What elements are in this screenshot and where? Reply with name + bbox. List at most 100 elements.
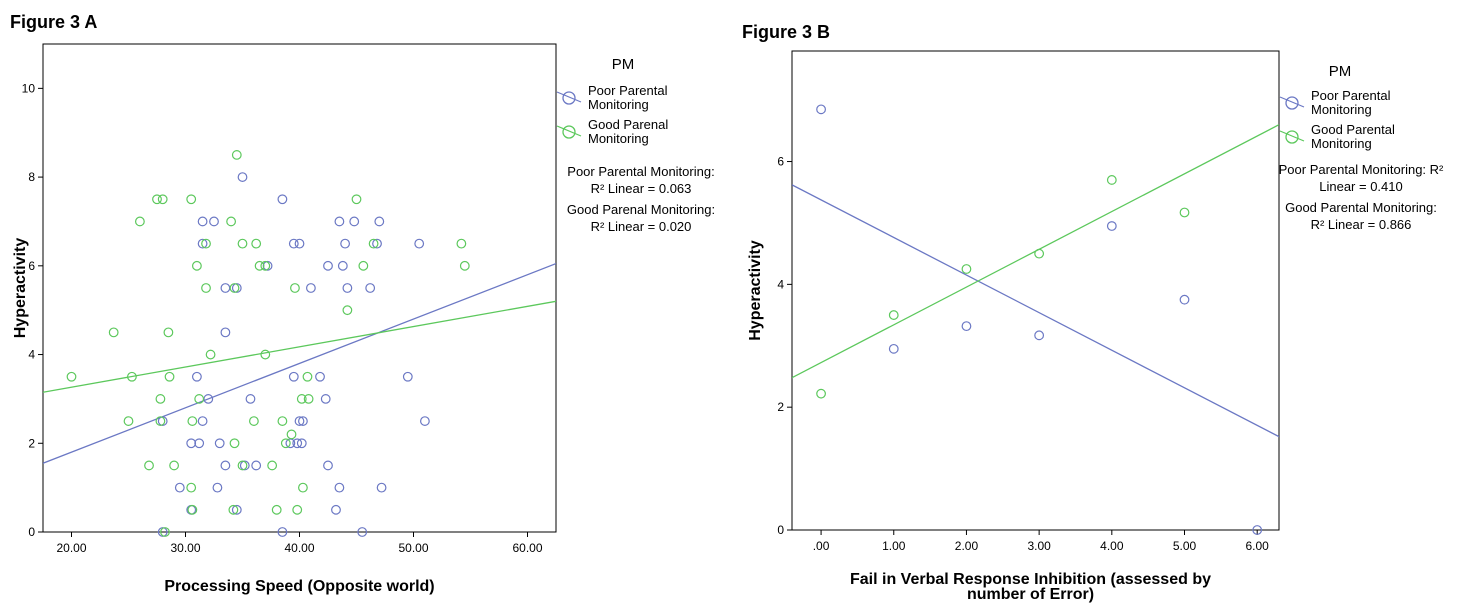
data-point xyxy=(277,527,288,537)
data-point xyxy=(288,371,299,382)
data-point xyxy=(374,216,385,227)
x-tick-label: 5.00 xyxy=(1173,539,1197,553)
x-tick-label: 30.00 xyxy=(170,541,200,555)
data-point xyxy=(194,438,205,449)
data-point xyxy=(144,460,154,471)
data-point xyxy=(254,260,265,271)
data-point xyxy=(205,349,216,360)
data-point xyxy=(296,438,307,449)
r2-note-label: Poor Parental Monitoring: R² xyxy=(1279,162,1444,177)
x-axis-title: Fail in Verbal Response Inhibition (asse… xyxy=(850,571,1211,588)
x-tick-label: 40.00 xyxy=(284,541,314,555)
legend-label: Monitoring xyxy=(588,97,649,112)
data-point xyxy=(290,283,300,293)
data-point xyxy=(334,216,345,227)
r2-note-value: R² Linear = 0.063 xyxy=(591,181,692,196)
data-point xyxy=(191,260,202,271)
legend-label: Monitoring xyxy=(588,131,649,146)
legend-label: Good Parental xyxy=(1311,122,1395,137)
data-point xyxy=(229,283,240,293)
data-point xyxy=(220,327,231,338)
r2-note-value: Linear = 0.410 xyxy=(1319,179,1402,194)
figure-title: Figure 3 B xyxy=(742,22,830,42)
y-tick-label: 8 xyxy=(28,170,35,184)
data-point xyxy=(315,371,325,382)
data-point xyxy=(186,482,197,493)
data-point xyxy=(1179,294,1190,305)
data-point xyxy=(228,504,239,515)
r2-note-label: Good Parenal Monitoring: xyxy=(567,202,715,217)
x-tick-label: 4.00 xyxy=(1100,539,1124,553)
legend-title: PM xyxy=(612,56,635,73)
data-point xyxy=(351,194,362,205)
data-point xyxy=(323,260,333,271)
data-point xyxy=(214,438,225,449)
data-point xyxy=(237,460,248,471)
y-tick-label: 2 xyxy=(28,436,35,450)
data-point xyxy=(302,371,313,382)
data-point xyxy=(816,388,826,399)
data-point xyxy=(260,349,271,360)
data-point xyxy=(169,460,180,471)
legend-label: Poor Parental xyxy=(588,83,668,98)
data-point xyxy=(191,371,202,382)
data-point xyxy=(459,260,470,271)
data-point xyxy=(331,504,341,515)
data-point xyxy=(237,238,248,249)
fit-line xyxy=(43,300,556,393)
r2-note-value: R² Linear = 0.020 xyxy=(591,219,692,234)
data-point xyxy=(320,394,331,404)
legend-swatch-line xyxy=(556,91,582,103)
data-point xyxy=(155,416,166,426)
legend-swatch-marker xyxy=(1285,96,1299,110)
data-point xyxy=(209,216,219,227)
chart-panel-a: Figure 3 A 0 2 4 6 8 10 20.00 30.00 40.00 50.00 60.… xyxy=(10,12,715,595)
data-point xyxy=(342,283,353,293)
y-tick-label: 10 xyxy=(22,81,36,95)
data-point xyxy=(197,416,208,426)
data-point xyxy=(277,194,288,205)
data-point xyxy=(245,394,256,404)
data-point xyxy=(231,150,242,160)
data-point xyxy=(271,504,282,515)
data-point xyxy=(420,416,430,426)
data-point xyxy=(194,394,205,404)
data-point xyxy=(296,394,307,404)
data-point xyxy=(66,371,77,382)
data-point xyxy=(134,216,145,227)
data-point xyxy=(226,216,237,227)
series-good xyxy=(792,124,1279,399)
data-point xyxy=(280,438,291,449)
legend-swatch-marker xyxy=(562,91,576,105)
data-point xyxy=(402,371,413,382)
data-point xyxy=(108,327,119,338)
legend-swatch-line xyxy=(556,125,582,137)
data-point xyxy=(187,504,198,515)
data-point xyxy=(888,310,899,320)
legend-title: PM xyxy=(1329,63,1352,80)
r2-note-value: R² Linear = 0.866 xyxy=(1311,217,1412,232)
x-tick-label: 20.00 xyxy=(56,541,86,555)
data-point xyxy=(229,438,240,449)
data-point xyxy=(163,327,174,338)
data-point xyxy=(201,283,211,293)
data-point xyxy=(251,460,262,471)
data-point xyxy=(456,238,467,249)
data-point xyxy=(220,283,231,293)
data-point xyxy=(334,482,345,493)
data-point xyxy=(212,482,223,493)
r2-note-label: Good Parental Monitoring: xyxy=(1285,200,1437,215)
legend-label: Poor Parental xyxy=(1311,88,1391,103)
data-point xyxy=(368,238,379,249)
data-point xyxy=(1106,221,1117,231)
data-point xyxy=(340,238,351,249)
data-point xyxy=(292,504,303,515)
data-point xyxy=(306,283,316,293)
y-axis-title: Hyperactivity xyxy=(747,240,764,341)
y-tick-label: 4 xyxy=(777,277,784,291)
data-point xyxy=(1034,248,1045,259)
data-point xyxy=(267,460,278,471)
data-point xyxy=(292,438,303,449)
data-point xyxy=(298,416,308,426)
